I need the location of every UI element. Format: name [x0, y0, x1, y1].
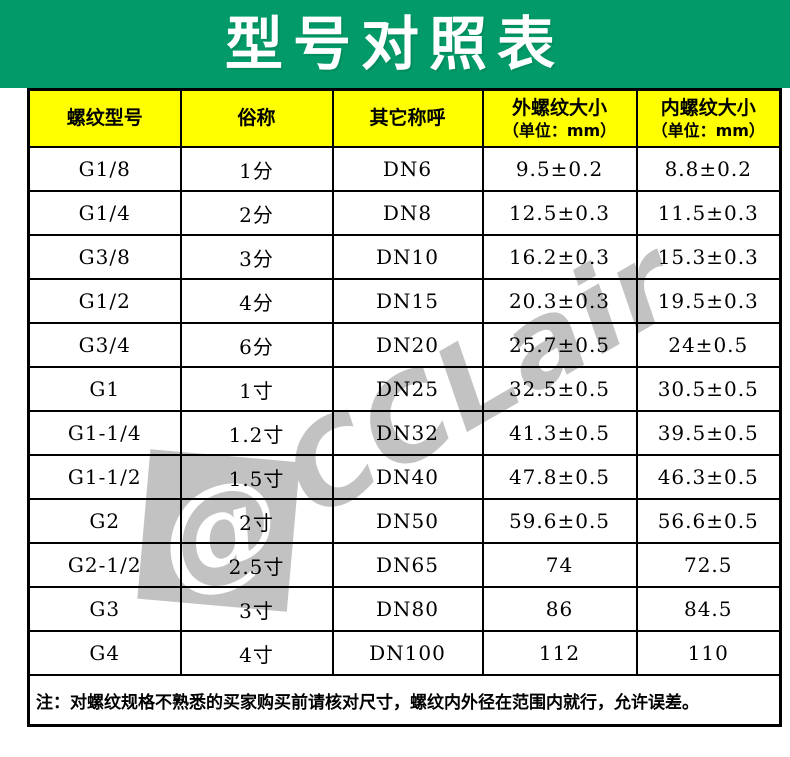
table-row: G1/8 1分 DN6 9.5±0.2 8.8±0.2	[27, 146, 782, 192]
table-cell: G3/8	[27, 234, 182, 280]
table-cell: DN65	[331, 542, 484, 588]
table-row: G1-1/2 1.5寸 DN40 47.8±0.5 46.3±0.5	[27, 454, 782, 500]
table-cell: 41.3±0.5	[481, 410, 638, 456]
table-cell: G3/4	[27, 322, 182, 368]
table-cell: G1	[27, 366, 182, 412]
table-cell: G2	[27, 498, 182, 544]
table-cell: G1-1/4	[27, 410, 182, 456]
title-banner: 型号对照表	[0, 0, 790, 88]
table-cell: 8.8±0.2	[635, 146, 782, 192]
table-row: G1 1寸 DN25 32.5±0.5 30.5±0.5	[27, 366, 782, 412]
table-cell: G1-1/2	[27, 454, 182, 500]
note-row: 注：对螺纹规格不熟悉的买家购买前请核对尺寸，螺纹内外径在范围内就行，允许误差。	[27, 674, 782, 727]
table-row: G1/4 2分 DN8 12.5±0.3 11.5±0.3	[27, 190, 782, 236]
table-cell: 30.5±0.5	[635, 366, 782, 412]
table-row: G2-1/2 2.5寸 DN65 74 72.5	[27, 542, 782, 588]
table-cell: 25.7±0.5	[481, 322, 638, 368]
table-cell: DN10	[331, 234, 484, 280]
table-cell: 3寸	[179, 586, 334, 632]
column-header: 俗称	[179, 88, 334, 148]
spec-table-body: G1/8 1分 DN6 9.5±0.2 8.8±0.2 G1/4 2分 DN8 12.5±0.3…	[27, 146, 782, 676]
table-cell: 1.5寸	[179, 454, 334, 500]
table-note: 注：对螺纹规格不熟悉的买家购买前请核对尺寸，螺纹内外径在范围内就行，允许误差。	[27, 674, 782, 727]
table-cell: G3	[27, 586, 182, 632]
table-cell: 47.8±0.5	[481, 454, 638, 500]
table-cell: G1/8	[27, 146, 182, 192]
table-cell: 2寸	[179, 498, 334, 544]
table-cell: 12.5±0.3	[481, 190, 638, 236]
table-cell: 2分	[179, 190, 334, 236]
table-cell: 1分	[179, 146, 334, 192]
spec-table-header-row: 螺纹型号 俗称 其它称呼 外螺纹大小 （单位：mm） 内螺纹大小 （单位：mm）	[27, 88, 782, 148]
table-cell: DN80	[331, 586, 484, 632]
table-cell: DN40	[331, 454, 484, 500]
table-cell: DN20	[331, 322, 484, 368]
table-cell: 32.5±0.5	[481, 366, 638, 412]
column-header: 其它称呼	[331, 88, 484, 148]
table-cell: G1/4	[27, 190, 182, 236]
table-cell: DN8	[331, 190, 484, 236]
table-cell: 6分	[179, 322, 334, 368]
table-cell: 1寸	[179, 366, 334, 412]
table-cell: 112	[481, 630, 638, 676]
table-row: G2 2寸 DN50 59.6±0.5 56.6±0.5	[27, 498, 782, 544]
table-cell: G1/2	[27, 278, 182, 324]
table-cell: DN15	[331, 278, 484, 324]
table-cell: 59.6±0.5	[481, 498, 638, 544]
table-row: G3/8 3分 DN10 16.2±0.3 15.3±0.3	[27, 234, 782, 280]
table-row: G4 4寸 DN100 112 110	[27, 630, 782, 676]
spec-table: 螺纹型号 俗称 其它称呼 外螺纹大小 （单位：mm） 内螺纹大小 （单位：mm） G1/8 1…	[27, 88, 782, 727]
table-cell: 9.5±0.2	[481, 146, 638, 192]
table-cell: 4寸	[179, 630, 334, 676]
table-cell: 15.3±0.3	[635, 234, 782, 280]
table-cell: G4	[27, 630, 182, 676]
table-cell: 72.5	[635, 542, 782, 588]
table-cell: DN6	[331, 146, 484, 192]
table-cell: 16.2±0.3	[481, 234, 638, 280]
table-cell: G2-1/2	[27, 542, 182, 588]
table-row: G3 3寸 DN80 86 84.5	[27, 586, 782, 632]
table-row: G3/4 6分 DN20 25.7±0.5 24±0.5	[27, 322, 782, 368]
table-row: G1-1/4 1.2寸 DN32 41.3±0.5 39.5±0.5	[27, 410, 782, 456]
table-cell: DN32	[331, 410, 484, 456]
table-cell: 2.5寸	[179, 542, 334, 588]
table-cell: 86	[481, 586, 638, 632]
column-header: 内螺纹大小 （单位：mm）	[635, 88, 782, 148]
table-cell: 20.3±0.3	[481, 278, 638, 324]
table-cell: 56.6±0.5	[635, 498, 782, 544]
column-header: 螺纹型号	[27, 88, 182, 148]
table-cell: 24±0.5	[635, 322, 782, 368]
table-cell: 4分	[179, 278, 334, 324]
page-title: 型号对照表	[224, 10, 565, 78]
table-cell: DN25	[331, 366, 484, 412]
table-cell: 1.2寸	[179, 410, 334, 456]
table-cell: 3分	[179, 234, 334, 280]
table-row: G1/2 4分 DN15 20.3±0.3 19.5±0.3	[27, 278, 782, 324]
table-cell: 84.5	[635, 586, 782, 632]
column-header: 外螺纹大小 （单位：mm）	[481, 88, 638, 148]
table-cell: 11.5±0.3	[635, 190, 782, 236]
table-cell: 74	[481, 542, 638, 588]
table-cell: 39.5±0.5	[635, 410, 782, 456]
table-cell: 46.3±0.5	[635, 454, 782, 500]
table-cell: 19.5±0.3	[635, 278, 782, 324]
table-cell: DN50	[331, 498, 484, 544]
table-cell: 110	[635, 630, 782, 676]
table-cell: DN100	[331, 630, 484, 676]
